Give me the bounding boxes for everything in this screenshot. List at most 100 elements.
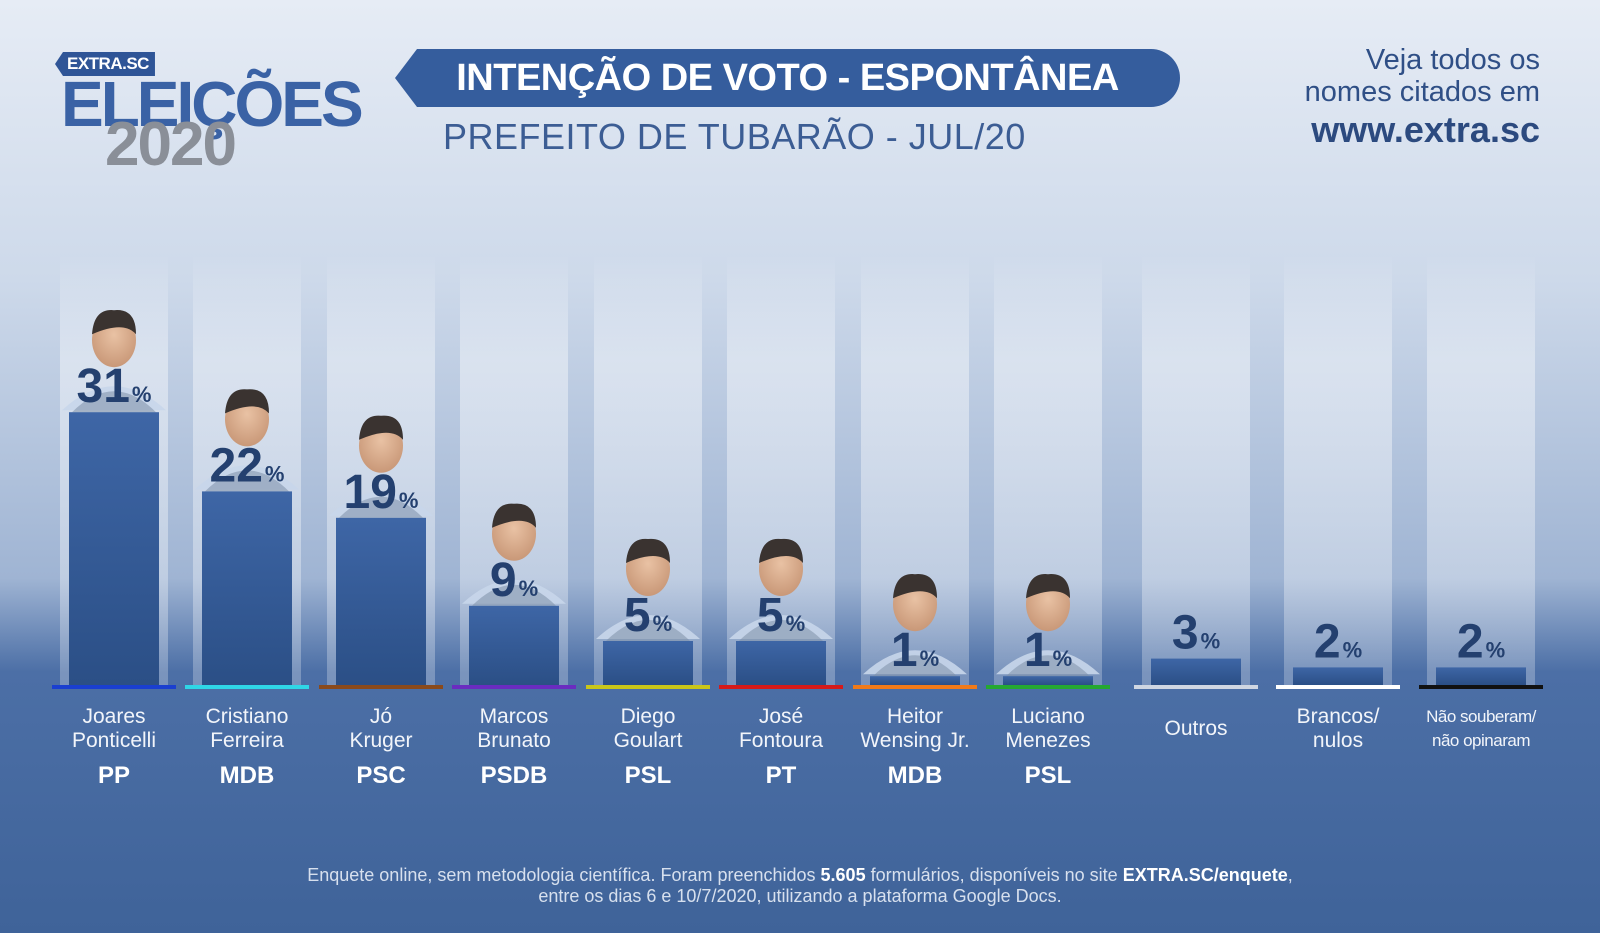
footnote-part-1: Enquete online, sem metodologia científi… bbox=[307, 865, 821, 885]
baseline-brancos bbox=[1276, 685, 1400, 689]
photo-jose bbox=[729, 538, 833, 641]
lane-outros bbox=[1142, 255, 1250, 685]
label-line-2: não opinaram bbox=[1432, 731, 1530, 750]
photo-jo bbox=[329, 415, 433, 518]
baseline-naosouberam bbox=[1419, 685, 1543, 689]
label-line-1: Não souberam/ bbox=[1426, 707, 1536, 726]
category-label-diego: Diego Goulart bbox=[574, 705, 722, 753]
bar-outros bbox=[1151, 658, 1241, 685]
party-label-jo: PSC bbox=[356, 762, 406, 789]
baseline-jo bbox=[319, 685, 443, 689]
label-line-1: Joares bbox=[82, 705, 146, 728]
label-line-2: Fontoura bbox=[738, 729, 824, 752]
label-line-2: nulos bbox=[1312, 729, 1364, 752]
bar-cristiano bbox=[202, 491, 292, 685]
category-label-joares: Joares Ponticelli bbox=[40, 705, 188, 753]
label-line-1: José bbox=[758, 705, 804, 728]
bar-luciano bbox=[1003, 676, 1093, 685]
party-label-marcos: PSDB bbox=[480, 762, 548, 789]
baseline-heitor bbox=[853, 685, 977, 689]
photo-diego bbox=[596, 538, 700, 641]
bar-jo bbox=[336, 517, 426, 685]
category-label-heitor: Heitor Wensing Jr. bbox=[841, 705, 989, 753]
baseline-marcos bbox=[452, 685, 576, 689]
footnote-part-2: formulários, disponíveis no site bbox=[865, 865, 1123, 885]
baseline-diego bbox=[586, 685, 710, 689]
logo-year: 2020 bbox=[105, 110, 237, 179]
label-line-1: Brancos/ bbox=[1296, 705, 1380, 728]
lane-brancos bbox=[1284, 255, 1392, 685]
value-label-jo: 19% bbox=[344, 466, 419, 519]
bar-naosouberam bbox=[1436, 667, 1526, 685]
cta-block: Veja todos os nomes citados em www.extra… bbox=[1305, 44, 1540, 152]
cta-url-link[interactable]: www.extra.sc bbox=[1311, 109, 1540, 150]
value-label-luciano: 1% bbox=[1024, 624, 1072, 677]
bar-marcos bbox=[469, 605, 559, 685]
label-line-1: Diego bbox=[620, 705, 676, 728]
chart-subtitle: PREFEITO DE TUBARÃO - JUL/20 bbox=[443, 116, 1026, 157]
label-line-2: Kruger bbox=[349, 729, 413, 752]
category-label-cristiano: Cristiano Ferreira bbox=[173, 705, 321, 753]
value-label-naosouberam: 2% bbox=[1457, 615, 1505, 668]
label-line-1: Cristiano bbox=[205, 705, 289, 728]
photo-luciano bbox=[996, 574, 1100, 677]
photo-heitor bbox=[863, 574, 967, 677]
label-line-2: Brunato bbox=[477, 729, 551, 752]
party-label-luciano: PSL bbox=[1024, 762, 1072, 789]
category-label-brancos: Brancos/nulos bbox=[1264, 705, 1412, 753]
baseline-outros bbox=[1134, 685, 1258, 689]
category-label-jo: Jó Kruger bbox=[307, 705, 455, 753]
logo-word: ELEIÇÕES bbox=[61, 68, 364, 140]
bar-brancos bbox=[1293, 667, 1383, 685]
photo-marcos bbox=[462, 503, 566, 606]
cta-line-2: nomes citados em bbox=[1304, 76, 1540, 108]
photo-joares bbox=[62, 310, 166, 413]
category-label-marcos: Marcos Brunato bbox=[440, 705, 588, 753]
value-label-heitor: 1% bbox=[891, 624, 939, 677]
category-label-jose: José Fontoura bbox=[707, 705, 855, 753]
photo-cristiano bbox=[195, 389, 299, 492]
footnote: Enquete online, sem metodologia científi… bbox=[0, 865, 1600, 907]
label-line-2: Ponticelli bbox=[71, 729, 157, 752]
value-label-joares: 31% bbox=[77, 360, 152, 413]
footnote-site-link[interactable]: EXTRA.SC/enquete bbox=[1122, 865, 1288, 885]
eleicoes-2020-logo: EXTRA.SC ELEIÇÕES 2020 bbox=[55, 50, 364, 176]
cta-line-1: Veja todos os bbox=[1365, 44, 1540, 76]
value-label-outros: 3% bbox=[1172, 607, 1220, 660]
bar-heitor bbox=[870, 676, 960, 685]
party-label-cristiano: MDB bbox=[219, 762, 275, 789]
party-label-heitor: MDB bbox=[887, 762, 943, 789]
category-label-outros: Outros bbox=[1122, 717, 1270, 741]
value-label-marcos: 9% bbox=[490, 554, 538, 607]
baseline-cristiano bbox=[185, 685, 309, 689]
baseline-luciano bbox=[986, 685, 1110, 689]
footnote-part-3: , bbox=[1287, 865, 1293, 885]
party-label-diego: PSL bbox=[624, 762, 672, 789]
bar-diego bbox=[603, 641, 693, 685]
title-banner bbox=[395, 49, 1180, 107]
value-label-cristiano: 22% bbox=[210, 439, 285, 492]
bar-joares bbox=[69, 412, 159, 685]
logo-brand: EXTRA.SC bbox=[55, 52, 155, 76]
label-line-2: Ferreira bbox=[210, 729, 284, 752]
bar-jose bbox=[736, 641, 826, 685]
baseline-jose bbox=[719, 685, 843, 689]
party-label-jose: PT bbox=[765, 762, 797, 789]
footnote-line-2: entre os dias 6 e 10/7/2020, utilizando … bbox=[538, 886, 1062, 906]
lane-naosouberam bbox=[1427, 255, 1535, 685]
label-line-1: Marcos bbox=[479, 705, 549, 728]
label-line-1: Outros bbox=[1164, 717, 1228, 740]
value-label-diego: 5% bbox=[624, 589, 672, 642]
label-line-1: Luciano bbox=[1011, 705, 1085, 728]
value-label-brancos: 2% bbox=[1314, 615, 1362, 668]
label-line-2: Goulart bbox=[613, 729, 683, 752]
chart-title: INTENÇÃO DE VOTO - ESPONTÂNEA bbox=[456, 57, 1119, 99]
label-line-2: Menezes bbox=[1005, 729, 1091, 752]
category-label-naosouberam: Não souberam/não opinaram bbox=[1407, 705, 1555, 753]
lane-diego bbox=[594, 255, 702, 685]
footnote-line-1: Enquete online, sem metodologia científi… bbox=[0, 865, 1600, 886]
value-label-jose: 5% bbox=[757, 589, 805, 642]
label-line-1: Heitor bbox=[886, 705, 944, 728]
